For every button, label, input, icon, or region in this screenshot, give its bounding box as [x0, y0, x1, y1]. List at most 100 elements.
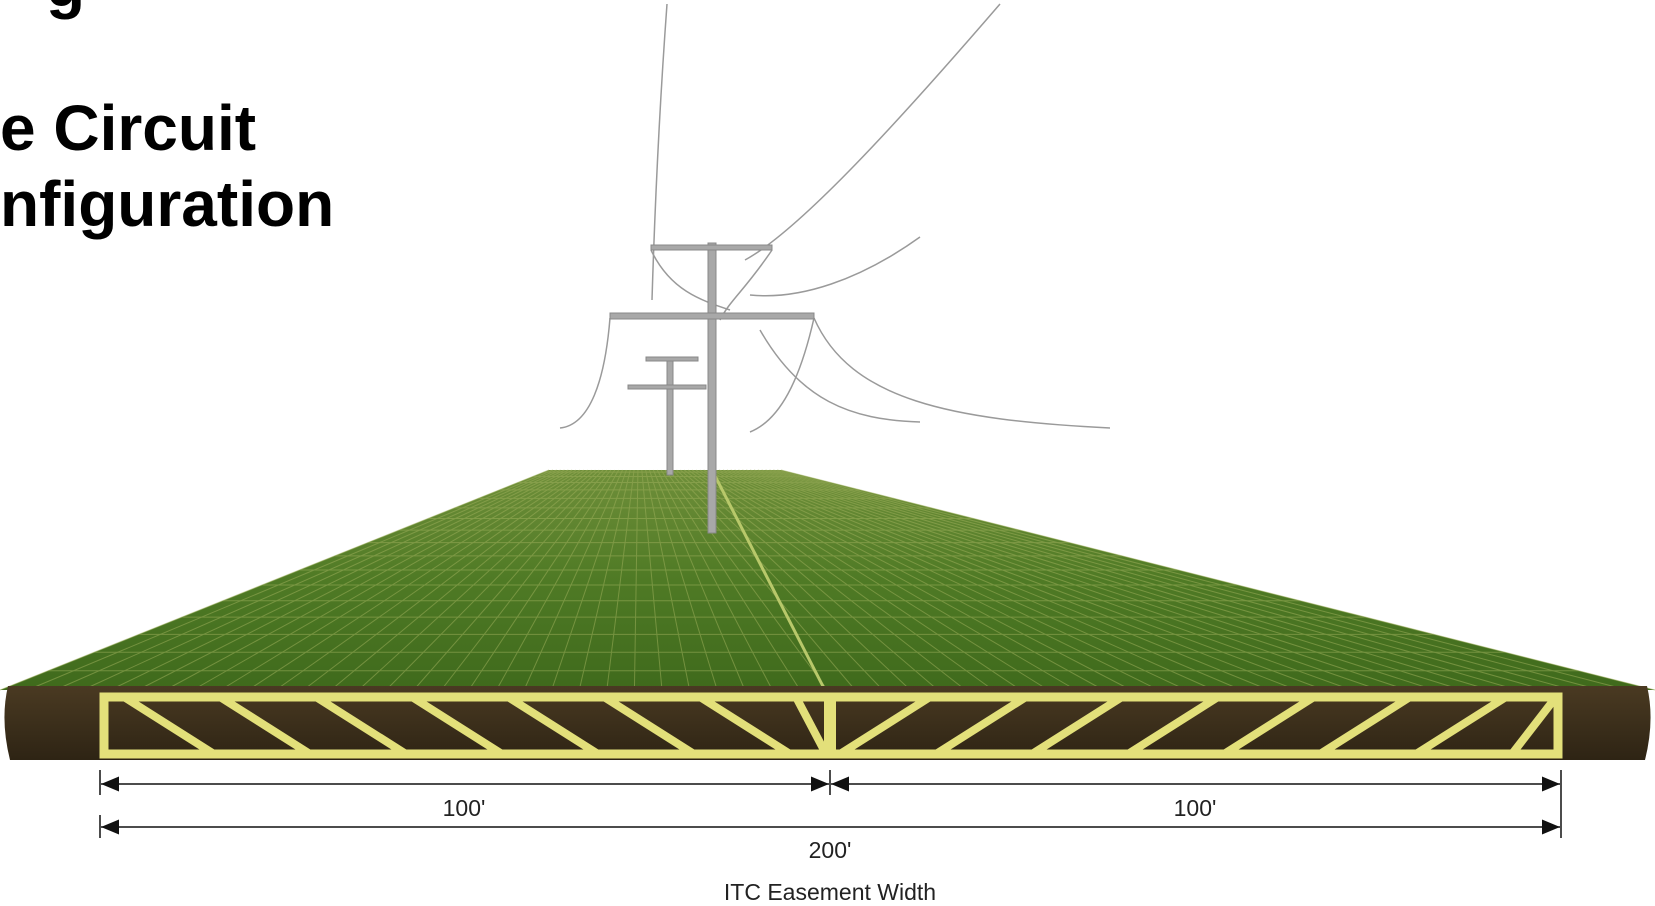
brace: [1125, 693, 1221, 758]
crop-row: [761, 469, 1518, 691]
title-line: nfiguration: [0, 168, 334, 240]
crossarm: [645, 356, 699, 362]
brace: [1413, 693, 1509, 758]
crop-row: [749, 469, 1435, 691]
crop-row: [220, 469, 581, 691]
crop-row: [413, 469, 608, 691]
crop-row: [652, 469, 746, 691]
dim-label: 200': [809, 837, 852, 863]
wire: [650, 249, 731, 311]
wire: [813, 317, 1111, 429]
crop-row: [691, 469, 1021, 691]
crossarm: [650, 244, 773, 251]
brace: [505, 693, 601, 758]
crossarm: [627, 384, 707, 390]
crop-row: [440, 469, 612, 691]
crop-row: [718, 469, 1214, 691]
crop-row: [496, 469, 620, 691]
crop-row: [27, 469, 554, 691]
crop-row: [110, 469, 565, 691]
wire: [749, 317, 815, 433]
crop-row: [707, 469, 1132, 691]
brace: [1029, 693, 1125, 758]
brace: [1221, 693, 1317, 758]
crop-row: [247, 469, 585, 691]
crop-row: [523, 469, 623, 691]
crop-row: [753, 469, 1463, 691]
caption: ITC Easement Width: [724, 879, 936, 905]
crop-row: [726, 469, 1270, 691]
crop-row: [773, 469, 1600, 691]
brace: [313, 693, 409, 758]
crop-row: [664, 469, 828, 691]
crop-row: [275, 469, 588, 691]
crop-row: [641, 469, 663, 691]
crop-rows: [0, 469, 1655, 691]
crop-row: [746, 469, 1407, 691]
easement-frame: [99, 692, 1563, 759]
pole: [707, 242, 717, 534]
crop-row: [711, 469, 1159, 691]
crop-row: [633, 469, 639, 691]
crop-row: [703, 469, 1104, 691]
brace: [1508, 694, 1560, 757]
poles: [609, 242, 815, 534]
crop-row: [742, 469, 1380, 691]
title-line: e Circuit: [0, 92, 256, 164]
crop-row: [468, 469, 616, 691]
crop-row: [660, 469, 801, 691]
crop-row: [668, 469, 856, 691]
crop-row: [734, 469, 1325, 691]
crop-row: [715, 469, 1187, 691]
crop-row: [680, 469, 939, 691]
crossarm: [609, 312, 815, 320]
crop-row: [606, 469, 635, 691]
crop-row: [780, 469, 1655, 691]
pole: [666, 356, 674, 476]
crop-row: [82, 469, 561, 691]
crop-row: [649, 469, 718, 691]
crop-row: [699, 469, 1077, 691]
crop-row: [738, 469, 1352, 691]
crop-row: [777, 469, 1628, 691]
brace: [1317, 693, 1413, 758]
brace: [217, 693, 313, 758]
dim-label: 100': [1174, 795, 1217, 821]
wire: [559, 317, 611, 429]
dimension-lines: [99, 770, 1562, 838]
crop-row: [137, 469, 569, 691]
title-line: g: [46, 0, 85, 20]
crop-row: [0, 469, 550, 691]
crop-row: [551, 469, 627, 691]
crop-row: [722, 469, 1242, 691]
wire: [651, 3, 668, 301]
center-strip: [710, 469, 832, 701]
brace: [121, 693, 217, 758]
crop-row: [687, 469, 994, 691]
wire: [744, 3, 1001, 261]
crop-row: [645, 469, 691, 691]
wire: [759, 329, 921, 423]
crop-row: [303, 469, 592, 691]
crop-row: [695, 469, 1049, 691]
crop-row: [578, 469, 631, 691]
crop-row: [192, 469, 577, 691]
wires: [559, 3, 1111, 433]
brace: [837, 693, 933, 758]
crop-row: [165, 469, 573, 691]
crop-row: [330, 469, 596, 691]
crop-row: [730, 469, 1297, 691]
brace: [792, 695, 830, 756]
brace: [933, 693, 1029, 758]
wire: [749, 236, 921, 297]
crop-row: [54, 469, 557, 691]
crop-row: [656, 469, 773, 691]
crop-row: [385, 469, 604, 691]
crop-row: [765, 469, 1545, 691]
brace: [697, 693, 793, 758]
crop-row: [769, 469, 1573, 691]
crop-row: [358, 469, 600, 691]
dim-label: 100': [443, 795, 486, 821]
